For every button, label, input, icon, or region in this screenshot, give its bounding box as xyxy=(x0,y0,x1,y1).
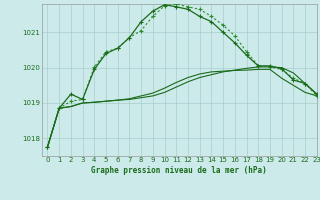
X-axis label: Graphe pression niveau de la mer (hPa): Graphe pression niveau de la mer (hPa) xyxy=(91,166,267,175)
